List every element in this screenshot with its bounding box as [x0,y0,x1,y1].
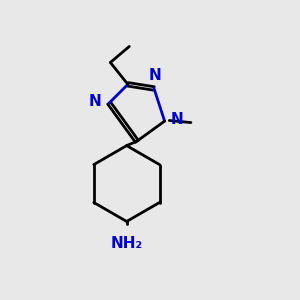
Text: N: N [89,94,102,109]
Text: NH₂: NH₂ [111,236,143,251]
Text: N: N [171,112,184,127]
Text: N: N [149,68,162,83]
